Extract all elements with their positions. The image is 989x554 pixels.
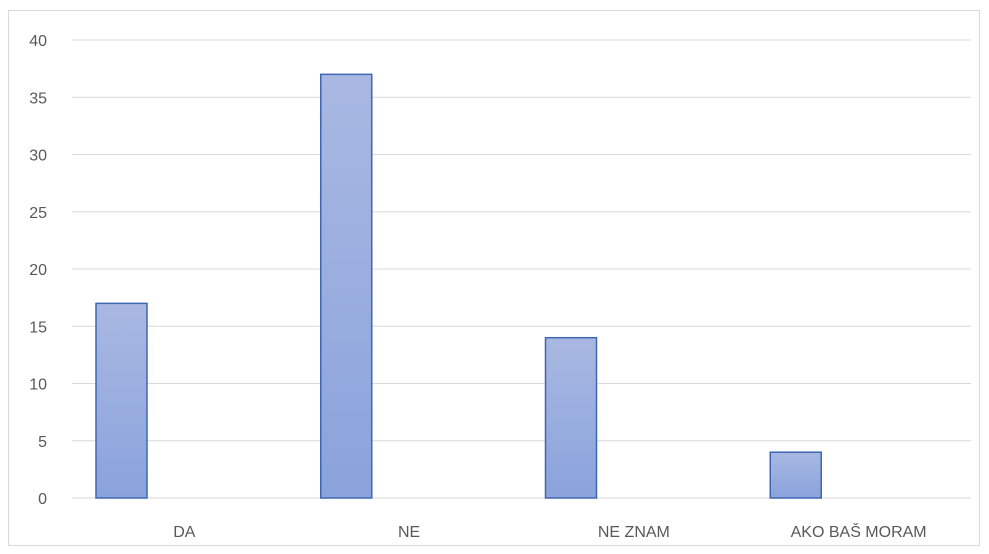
y-tick-label: 15 [29,319,47,336]
bar-ne [320,73,373,499]
y-tick-label: 40 [29,33,47,50]
bar-ne-znam [544,336,598,499]
x-tick-label: NE ZNAM [598,524,670,541]
y-tick-label: 20 [29,262,47,279]
y-axis-tick-labels: 0 5 10 15 20 25 30 35 40 [29,33,47,508]
y-tick-label: 5 [38,434,47,451]
x-tick-label: NE [398,524,420,541]
y-tick-label: 0 [38,491,47,508]
x-axis-tick-labels: DA NE NE ZNAM AKO BAŠ MORAM [173,522,926,541]
y-tick-label: 10 [29,377,47,394]
x-tick-label: AKO BAŠ MORAM [791,522,927,541]
y-tick-label: 35 [29,90,47,107]
y-tick-label: 25 [29,205,47,222]
x-tick-label: DA [173,524,196,541]
bar-da [95,302,148,499]
gridlines [72,39,971,499]
bar-ako-ba-moram [769,451,822,499]
y-tick-label: 30 [29,148,47,165]
bars [95,73,822,499]
